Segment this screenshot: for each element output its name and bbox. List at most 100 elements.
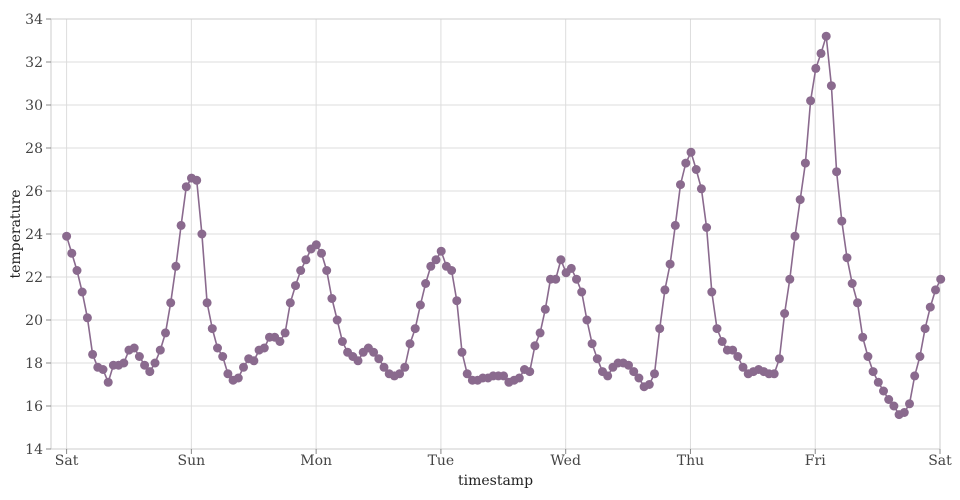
data-point	[853, 298, 862, 308]
data-point	[889, 401, 899, 411]
data-point	[103, 377, 113, 387]
data-point	[790, 231, 800, 241]
data-point	[233, 373, 243, 383]
grid	[51, 18, 941, 450]
data-point	[337, 337, 347, 346]
data-point	[691, 165, 701, 174]
data-point	[202, 298, 212, 308]
data-point	[395, 369, 405, 379]
data-point	[134, 352, 144, 361]
data-point	[676, 180, 685, 190]
x-tick-label: Mon	[300, 453, 332, 469]
data-point	[832, 167, 842, 177]
data-point	[587, 339, 597, 349]
data-point	[629, 367, 639, 377]
data-point	[155, 345, 165, 355]
data-point	[681, 158, 691, 168]
data-point	[447, 266, 457, 275]
y-tick-label: 24	[25, 227, 43, 243]
data-point	[572, 274, 581, 284]
data-point	[624, 360, 633, 370]
data-point	[655, 324, 665, 334]
data-point	[285, 298, 295, 308]
data-point	[826, 81, 836, 91]
data-point	[556, 255, 566, 265]
data-point	[800, 158, 810, 168]
data-point	[733, 352, 743, 361]
x-tick-label: Sat	[55, 453, 79, 469]
data-point	[296, 266, 306, 275]
y-tick-label: 32	[25, 55, 43, 71]
data-point	[884, 395, 894, 404]
data-point	[332, 315, 342, 325]
data-point	[686, 147, 696, 157]
data-point	[821, 31, 831, 41]
data-point	[436, 246, 446, 256]
data-point	[452, 296, 462, 306]
y-tick-label: 26	[25, 184, 43, 200]
y-axis-ticks: 14 16 18 20 22 24 26 28 30 32 34	[25, 12, 51, 458]
data-point	[644, 380, 654, 389]
data-point	[327, 294, 337, 303]
data-point	[540, 304, 550, 314]
data-point	[806, 96, 816, 106]
data-point	[421, 279, 431, 288]
y-axis-title: temperature	[8, 189, 24, 278]
y-tick-label: 14	[25, 442, 43, 458]
data-point	[374, 354, 384, 364]
data-point	[400, 362, 410, 372]
y-tick-label: 28	[25, 141, 43, 157]
data-point	[702, 223, 712, 232]
data-point	[936, 274, 946, 284]
data-point	[847, 279, 857, 288]
x-tick-label: Wed	[550, 453, 581, 469]
y-tick-label: 16	[25, 399, 43, 415]
data-point	[171, 261, 181, 271]
data-point	[98, 365, 108, 374]
data-point	[317, 248, 326, 258]
data-point	[696, 184, 706, 194]
data-point	[249, 356, 259, 366]
y-tick-label: 18	[25, 356, 43, 372]
data-point	[551, 274, 561, 284]
data-point	[899, 408, 909, 417]
data-point	[431, 255, 441, 265]
y-tick-label: 22	[25, 270, 43, 286]
data-point	[811, 63, 821, 73]
data-point	[62, 231, 72, 241]
data-point	[457, 347, 467, 357]
data-point	[530, 341, 540, 351]
data-point	[280, 328, 290, 338]
data-point	[728, 345, 738, 355]
data-point	[873, 377, 883, 387]
data-point	[88, 349, 98, 359]
data-point	[774, 354, 784, 364]
data-point	[82, 313, 92, 323]
data-point	[634, 373, 644, 383]
data-point	[166, 298, 176, 308]
data-point	[239, 362, 248, 372]
y-tick-label: 20	[25, 313, 43, 329]
data-point	[192, 175, 202, 185]
data-point	[129, 343, 139, 353]
series-line	[65, 35, 942, 416]
data-point	[795, 195, 805, 205]
data-point	[379, 362, 389, 372]
series-layer	[62, 31, 946, 420]
data-point	[353, 356, 363, 366]
data-point	[197, 229, 207, 239]
data-point	[868, 367, 878, 377]
y-tick-label: 30	[25, 98, 43, 114]
x-axis-ticks: Sat Sun Mon Tue Wed Thu Fri Sat	[55, 449, 952, 469]
data-point	[311, 240, 321, 250]
data-point	[915, 352, 925, 361]
x-tick-label: Thu	[677, 453, 704, 469]
x-tick-label: Sat	[928, 453, 952, 469]
data-point	[931, 285, 940, 295]
data-point	[738, 362, 748, 372]
data-point	[535, 328, 545, 338]
data-point	[426, 261, 436, 271]
x-tick-label: Tue	[428, 453, 455, 469]
data-point	[769, 369, 779, 379]
